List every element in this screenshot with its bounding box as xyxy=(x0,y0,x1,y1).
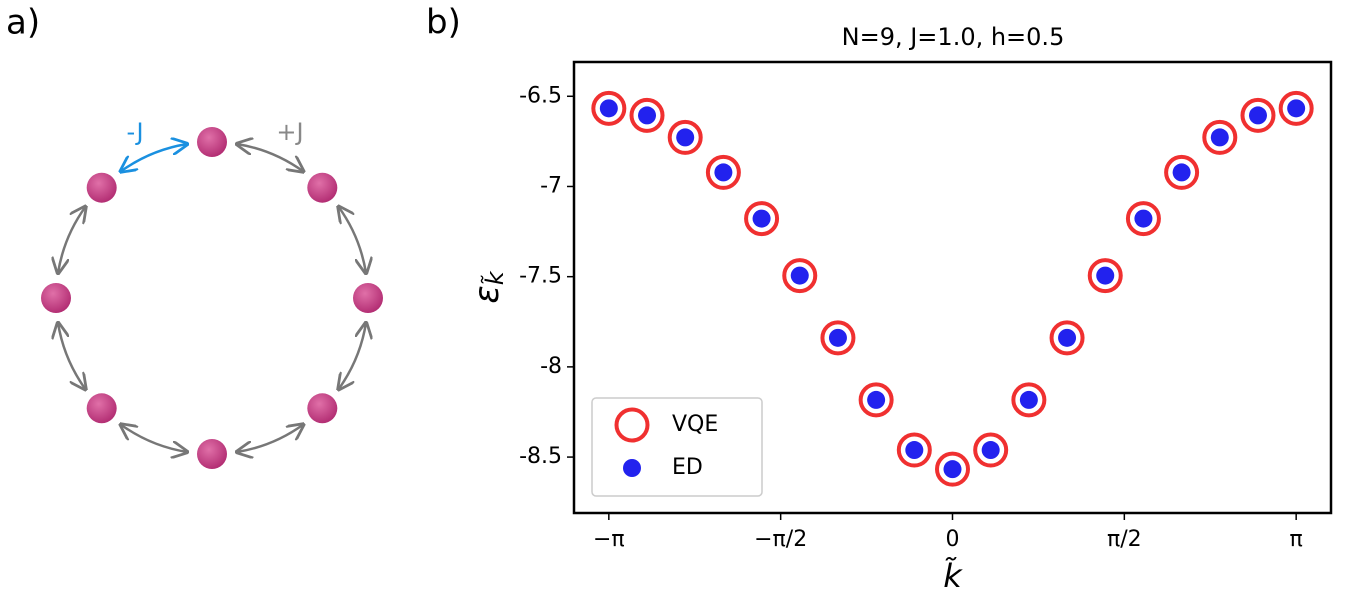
ring-marker xyxy=(858,382,894,418)
site xyxy=(86,393,117,424)
coupling-arrow xyxy=(58,323,86,389)
coupling-label: -J xyxy=(126,118,143,146)
dot-marker xyxy=(714,163,733,182)
x-axis-label: k̃ xyxy=(943,557,963,595)
site xyxy=(197,439,227,469)
dot-marker xyxy=(943,460,962,479)
ring-marker xyxy=(896,432,932,468)
site xyxy=(307,172,338,203)
site xyxy=(197,127,227,157)
coupling-arrow xyxy=(338,323,366,389)
panel-label: a) xyxy=(6,3,40,43)
ring-marker xyxy=(629,97,665,133)
x-tick-label: π/2 xyxy=(1107,527,1142,552)
y-tick-label: -7.5 xyxy=(519,264,562,289)
ring-diagram xyxy=(41,127,383,469)
coupling-arrow xyxy=(237,424,303,452)
x-tick-label: 0 xyxy=(946,527,960,552)
legend: VQE ED xyxy=(591,397,763,497)
site xyxy=(353,283,383,313)
dot-marker xyxy=(638,106,657,125)
ring-marker xyxy=(591,90,627,126)
site xyxy=(307,393,338,424)
coupling-arrow xyxy=(121,144,187,172)
ring-marker xyxy=(744,201,780,237)
ring-marker xyxy=(705,154,741,190)
ring-marker xyxy=(782,258,818,294)
ring-marker xyxy=(614,407,650,443)
dot-marker xyxy=(1248,106,1267,125)
ring-marker xyxy=(1240,97,1276,133)
coupling-arrow xyxy=(237,144,303,172)
ring-marker xyxy=(1049,320,1085,356)
dot-marker xyxy=(1172,163,1191,182)
dot-marker xyxy=(1019,390,1038,409)
dot-marker xyxy=(828,328,847,347)
x-tick-label: −π xyxy=(593,527,625,552)
ring-marker xyxy=(973,432,1009,468)
ring-marker xyxy=(1202,119,1238,155)
dot-marker xyxy=(1134,209,1153,228)
ring-marker xyxy=(1011,382,1047,418)
y-axis-subscript: k̃ xyxy=(481,270,509,285)
x-tick-label: −π/2 xyxy=(754,527,807,552)
x-tick-label: π xyxy=(1290,527,1303,552)
dot-marker xyxy=(676,128,695,147)
y-tick-label: -7 xyxy=(540,173,562,198)
dot-marker xyxy=(599,99,618,118)
dot-marker xyxy=(623,459,641,477)
coupling-label: +J xyxy=(276,118,303,146)
dot-marker xyxy=(905,441,924,460)
site xyxy=(86,172,117,203)
ring-marker xyxy=(1087,258,1123,294)
dot-marker xyxy=(1096,266,1115,285)
ring-marker xyxy=(820,320,856,356)
dot-marker xyxy=(752,209,771,228)
y-tick-label: -8.5 xyxy=(519,444,562,469)
chart-title: N=9, J=1.0, h=0.5 xyxy=(842,23,1065,51)
y-axis-label: εk̃ xyxy=(467,270,510,303)
legend-label: ED xyxy=(672,455,703,480)
ring-marker xyxy=(1278,90,1314,126)
dot-marker xyxy=(1287,99,1306,118)
coupling-arrow xyxy=(121,424,187,452)
dot-marker xyxy=(981,441,1000,460)
ring-marker xyxy=(667,119,703,155)
y-tick-label: -8 xyxy=(540,354,562,379)
panel-label: b) xyxy=(426,3,461,43)
dot-marker xyxy=(790,266,809,285)
dot-marker xyxy=(867,390,886,409)
coupling-arrow xyxy=(58,207,86,273)
ring-marker xyxy=(1164,154,1200,190)
dot-marker xyxy=(1058,328,1077,347)
ring-marker xyxy=(1125,201,1161,237)
dot-marker xyxy=(1210,128,1229,147)
legend-label: VQE xyxy=(672,412,718,437)
coupling-arrow xyxy=(338,207,366,273)
site xyxy=(41,283,71,313)
y-axis-symbol: ε xyxy=(467,285,507,303)
ring-marker xyxy=(935,451,970,487)
y-tick-label: -6.5 xyxy=(519,83,562,108)
